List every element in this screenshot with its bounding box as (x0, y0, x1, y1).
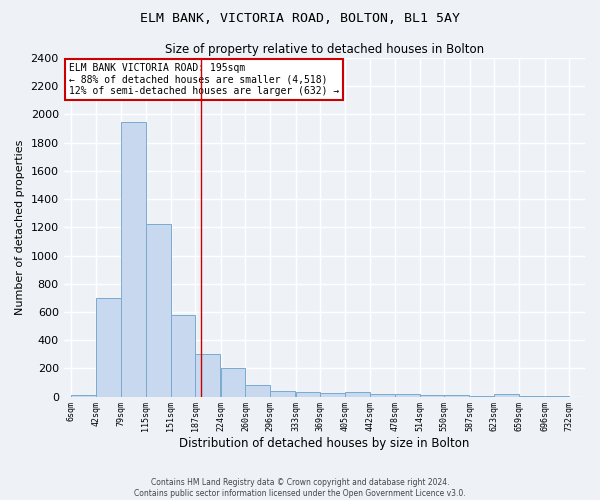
Bar (270, 391, 295, 396)
Y-axis label: Number of detached properties: Number of detached properties (15, 140, 25, 315)
Bar (221, 368, 245, 396)
Bar (170, 316, 196, 396)
Bar (494, 394, 519, 396)
Bar (296, 392, 320, 396)
Bar (345, 392, 370, 396)
Bar (121, 122, 146, 396)
Text: ELM BANK VICTORIA ROAD: 195sqm
← 88% of detached houses are smaller (4,518)
12% : ELM BANK VICTORIA ROAD: 195sqm ← 88% of … (69, 63, 339, 96)
Text: Contains HM Land Registry data © Crown copyright and database right 2024.
Contai: Contains HM Land Registry data © Crown c… (134, 478, 466, 498)
Bar (245, 386, 270, 396)
Title: Size of property relative to detached houses in Bolton: Size of property relative to detached ho… (165, 42, 484, 56)
Bar (395, 394, 419, 396)
X-axis label: Distribution of detached houses by size in Bolton: Distribution of detached houses by size … (179, 437, 470, 450)
Bar (196, 354, 220, 397)
Bar (445, 395, 469, 396)
Text: ELM BANK, VICTORIA ROAD, BOLTON, BL1 5AY: ELM BANK, VICTORIA ROAD, BOLTON, BL1 5AY (140, 12, 460, 26)
Bar (96, 298, 121, 396)
Bar (419, 395, 445, 396)
Bar (370, 394, 395, 396)
Bar (146, 224, 170, 396)
Bar (71, 395, 96, 396)
Bar (320, 393, 345, 396)
